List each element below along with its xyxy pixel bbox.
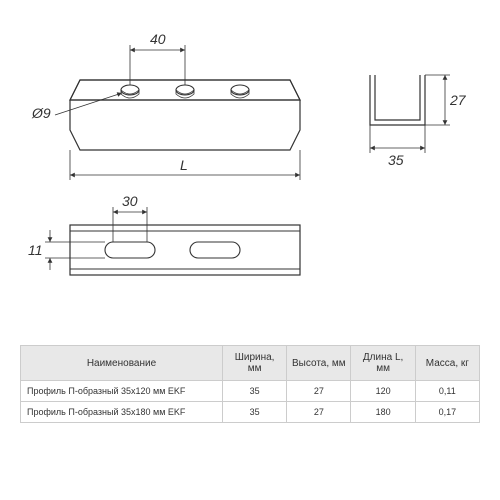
- col-width: Ширина, мм: [222, 346, 286, 381]
- col-height: Высота, мм: [287, 346, 351, 381]
- col-mass: Масса, кг: [415, 346, 479, 381]
- technical-drawing: 40 Ø9 L 27 35 30: [0, 0, 500, 340]
- col-name: Наименование: [21, 346, 223, 381]
- table-header-row: Наименование Ширина, мм Высота, мм Длина…: [21, 346, 480, 381]
- side-view: 27 35: [370, 75, 467, 168]
- col-length: Длина L, мм: [351, 346, 415, 381]
- table-row: Профиль П-образный 35x180 мм EKF 35 27 1…: [21, 402, 480, 423]
- dim-30: 30: [122, 193, 138, 209]
- dim-35: 35: [388, 152, 404, 168]
- spec-table: Наименование Ширина, мм Высота, мм Длина…: [20, 345, 480, 423]
- spec-table-container: Наименование Ширина, мм Высота, мм Длина…: [20, 345, 480, 423]
- dim-length: L: [180, 157, 188, 173]
- dim-27: 27: [449, 92, 467, 108]
- dim-11: 11: [28, 242, 43, 258]
- bottom-view: 30 11: [28, 193, 300, 275]
- dim-40: 40: [150, 31, 166, 47]
- table-row: Профиль П-образный 35x120 мм EKF 35 27 1…: [21, 381, 480, 402]
- dim-diameter: Ø9: [31, 105, 51, 121]
- top-view: 40 Ø9 L: [31, 31, 300, 180]
